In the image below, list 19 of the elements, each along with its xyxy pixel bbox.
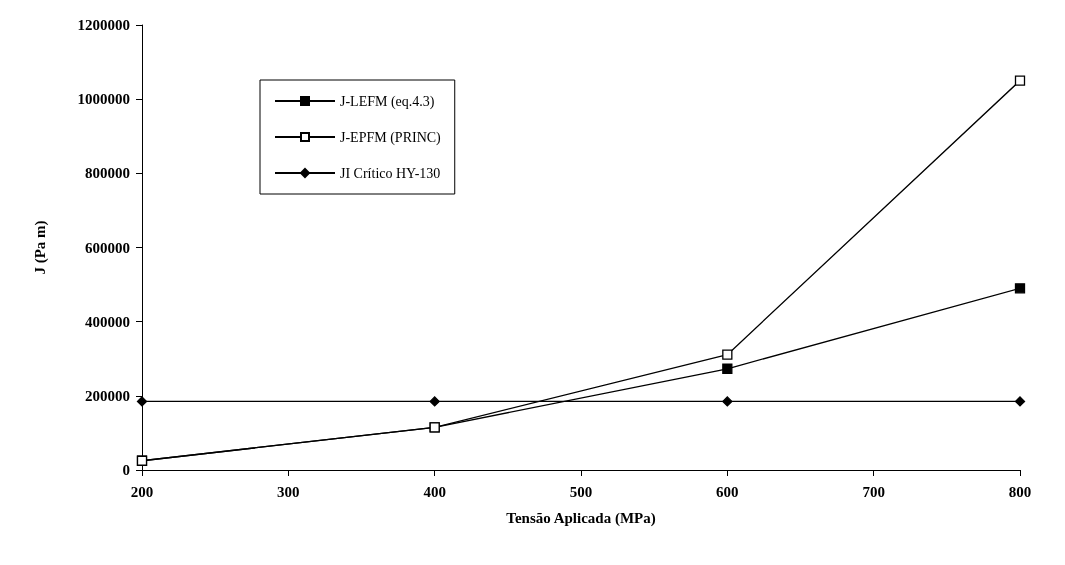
- x-tick-label: 800: [1008, 483, 1032, 500]
- x-tick-label: 700: [862, 483, 885, 500]
- legend-label: J-LEFM (eq.4.3): [340, 93, 435, 110]
- y-tick-label: 0: [122, 462, 130, 478]
- y-tick-label: 800000: [85, 165, 130, 182]
- y-tick-label: 1000000: [77, 91, 130, 108]
- x-tick-label: 400: [423, 483, 446, 500]
- legend-label: J-EPFM (PRINC): [340, 129, 442, 146]
- x-tick-label: 300: [277, 483, 300, 500]
- x-tick-label: 200: [130, 483, 154, 500]
- legend-label: JI Crítico HY-130: [340, 165, 441, 181]
- x-tick-label: 500: [569, 483, 593, 500]
- y-tick-label: 600000: [85, 239, 130, 256]
- x-axis-title: Tensão Aplicada (MPa): [506, 509, 656, 527]
- y-tick-label: 1200000: [77, 17, 130, 33]
- y-tick-label: 400000: [85, 313, 130, 330]
- y-axis-title: J (Pa m): [31, 220, 49, 275]
- x-tick-label: 600: [716, 483, 739, 500]
- y-tick-label: 200000: [85, 387, 130, 404]
